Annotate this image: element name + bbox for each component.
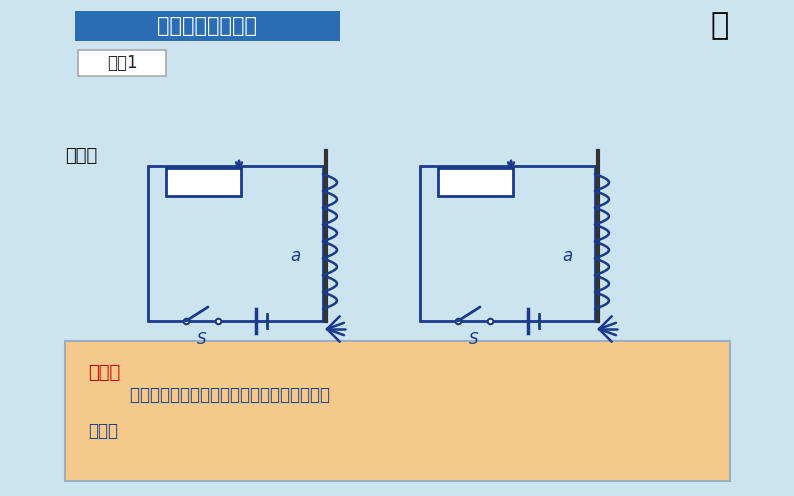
Bar <box>75 11 340 41</box>
Text: S: S <box>469 331 479 347</box>
Bar <box>78 50 166 76</box>
Text: 演示1: 演示1 <box>106 54 137 72</box>
Bar <box>438 168 513 196</box>
Bar <box>166 168 241 196</box>
Text: S: S <box>197 331 206 347</box>
Text: 结论：: 结论： <box>88 364 120 382</box>
Text: a: a <box>563 247 573 265</box>
Text: 越强。: 越强。 <box>88 422 118 440</box>
Text: 现象：: 现象： <box>65 147 97 165</box>
Text: 🔭: 🔭 <box>711 11 729 41</box>
Text: 二、电磁铁的磁性: 二、电磁铁的磁性 <box>157 16 257 36</box>
Text: 匝数一定时，通入的电流越大，电磁铁的磁性: 匝数一定时，通入的电流越大，电磁铁的磁性 <box>88 386 330 404</box>
Bar <box>65 341 730 481</box>
Text: a: a <box>291 247 301 265</box>
